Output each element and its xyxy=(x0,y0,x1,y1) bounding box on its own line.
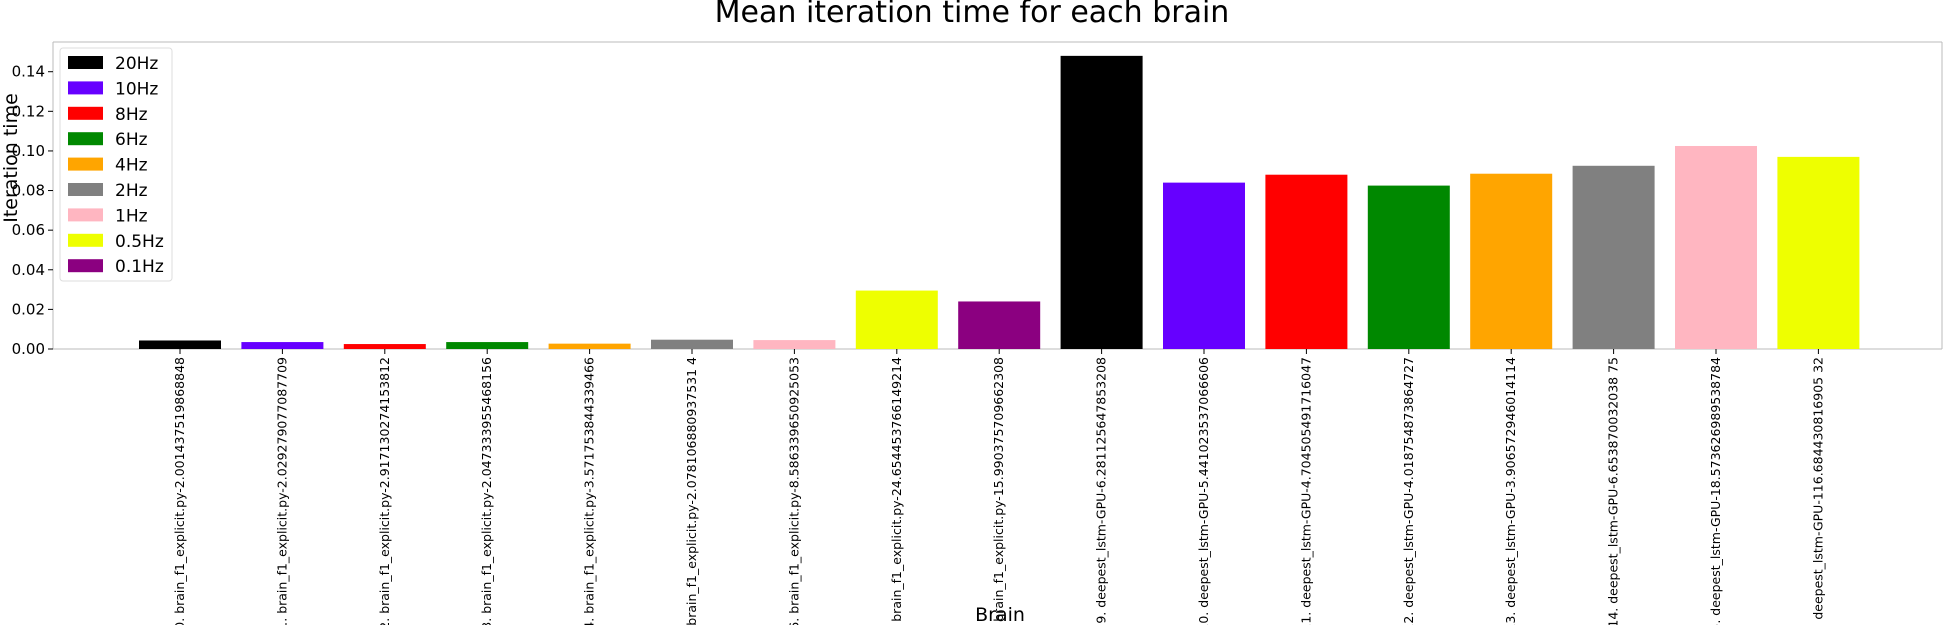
legend-swatch xyxy=(68,56,103,69)
y-tick-label: 0.04 xyxy=(12,261,45,279)
legend-swatch xyxy=(68,183,103,196)
x-tick-label: 15. deepest_lstm-GPU-18.573626989538784 xyxy=(1708,357,1723,625)
legend-swatch xyxy=(68,259,103,273)
legend-swatch xyxy=(68,106,103,120)
y-tick-label: 0.02 xyxy=(12,300,45,318)
y-tick-label: 0.00 xyxy=(12,340,45,358)
y-tick-label: 0.08 xyxy=(12,182,45,200)
bar xyxy=(241,342,324,349)
legend-swatch xyxy=(68,208,103,222)
chart-title: Mean iteration time for each brain xyxy=(715,0,1230,30)
legend-swatch xyxy=(68,132,103,146)
bar xyxy=(446,342,529,349)
x-tick-label: 16. deepest_lstm-GPU-116.684430816905 32 xyxy=(1810,357,1825,625)
legend-box xyxy=(59,47,173,282)
bar xyxy=(548,343,631,349)
bar xyxy=(139,340,221,349)
legend-label: 10Hz xyxy=(115,79,158,99)
x-tick-label: 7. brain_f1_explicit.py-24.6544537661492… xyxy=(889,357,904,625)
bar xyxy=(651,339,733,349)
legend-label: 20Hz xyxy=(115,54,158,74)
legend-label: 2Hz xyxy=(115,181,148,201)
legend: 20Hz 10Hz 8Hz 6Hz 4Hz 2Hz 1Hz 0.5Hz 0.1Hz xyxy=(59,47,173,282)
x-tick-label: 6. brain_f1_explicit.py-8.58633965092505… xyxy=(786,357,801,625)
x-tick-label: 12. deepest_lstm-GPU-4.018754873864727 xyxy=(1401,357,1416,625)
x-axis-ticks: 0. brain_f1_explicit.py-2.00143751986884… xyxy=(172,349,1825,625)
bar xyxy=(1060,55,1143,350)
bar xyxy=(343,344,426,349)
legend-swatch xyxy=(68,233,103,247)
legend-label: 6Hz xyxy=(115,130,148,150)
x-tick-label: 10. deepest_lstm-GPU-5.441023537066606 xyxy=(1196,357,1211,625)
bar xyxy=(1572,165,1655,349)
bar xyxy=(1470,173,1553,349)
y-axis-label: Iteration time xyxy=(0,93,22,223)
x-tick-label: 3. brain_f1_explicit.py-2.04733395546815… xyxy=(479,357,494,625)
legend-label: 8Hz xyxy=(115,105,148,125)
x-tick-label: 4. brain_f1_explicit.py-3.57175384433946… xyxy=(582,357,597,625)
bars xyxy=(139,55,1860,350)
bar xyxy=(1777,156,1860,349)
bar xyxy=(1675,145,1757,349)
bar xyxy=(958,301,1041,349)
x-axis-label: Brain xyxy=(975,604,1025,625)
y-tick-label: 0.06 xyxy=(12,221,45,239)
x-tick-label: 2. brain_f1_explicit.py-2.91713027415381… xyxy=(377,357,392,625)
y-tick-label: 0.10 xyxy=(12,142,45,160)
y-axis-ticks: 0.00 0.02 0.04 0.06 0.08 0.10 0.12 0.14 xyxy=(12,63,53,358)
bar xyxy=(1163,182,1245,349)
bar xyxy=(1367,185,1450,349)
bar xyxy=(855,290,938,349)
legend-label: 0.1Hz xyxy=(115,257,164,277)
x-tick-label: 0. brain_f1_explicit.py-2.00143751986884… xyxy=(172,357,187,625)
legend-swatch xyxy=(68,81,103,95)
x-tick-label: 14. deepest_lstm-GPU-6.653870032038 75 xyxy=(1606,357,1621,625)
x-tick-label: 1. brain_f1_explicit.py-2.02927907708770… xyxy=(274,357,289,625)
legend-label: 0.5Hz xyxy=(115,232,164,252)
x-tick-label: 9. deepest_lstm-GPU-6.281125647853208 xyxy=(1094,357,1109,624)
x-tick-label: 8. brain_f1_explicit.py-15.9903757096623… xyxy=(991,357,1006,625)
x-tick-label: 5. brain_f1_explicit.py-2.07810688093753… xyxy=(684,357,699,625)
y-tick-label: 0.14 xyxy=(12,63,45,81)
bar xyxy=(1265,174,1348,349)
legend-label: 4Hz xyxy=(115,156,148,176)
x-tick-label: 13. deepest_lstm-GPU-3.906572946014114 xyxy=(1503,357,1518,625)
bar xyxy=(753,340,836,349)
legend-label: 1Hz xyxy=(115,206,148,226)
legend-swatch xyxy=(68,157,103,171)
y-tick-label: 0.12 xyxy=(12,102,45,120)
x-tick-label: 11. deepest_lstm-GPU-4.704505491716047 xyxy=(1298,357,1313,625)
